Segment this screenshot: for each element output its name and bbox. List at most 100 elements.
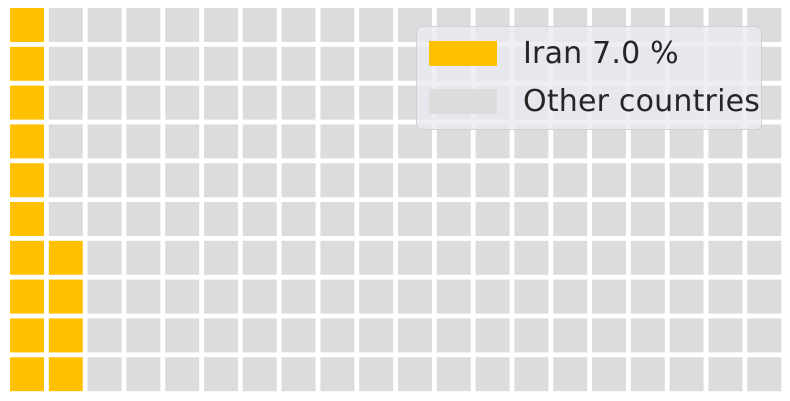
waffle-cell-other [48,8,83,42]
waffle-cell-other [669,318,704,353]
waffle-cell-other [553,163,588,198]
waffle-cell-other [281,240,316,275]
waffle-cell-other [592,240,626,275]
waffle-cell-other [359,279,394,314]
waffle-cell-other [165,85,200,120]
waffle-cell-other [242,240,277,275]
waffle-cell-other [359,240,394,275]
waffle-cell-iran [48,318,83,353]
waffle-cell-other [242,8,277,42]
waffle-cell-other [281,279,316,314]
waffle-cell-iran [10,46,44,81]
waffle-cell-other [436,318,471,353]
waffle-cell-other [359,8,394,42]
waffle-cell-other [630,357,665,392]
waffle-cell-other [592,163,626,198]
waffle-cell-other [48,202,83,236]
waffle-cell-other [165,279,200,314]
waffle-cell-other [165,357,200,392]
waffle-cell-other [204,124,238,159]
waffle-cell-other [475,202,510,236]
waffle-cell-other [553,202,588,236]
waffle-cell-other [592,357,626,392]
waffle-cell-iran [10,318,44,353]
waffle-cell-iran [48,240,83,275]
waffle-cell-other [436,163,471,198]
waffle-cell-other [48,124,83,159]
waffle-cell-other [398,163,432,198]
waffle-cell-other [398,124,432,159]
waffle-cell-other [398,318,432,353]
waffle-cell-other [514,357,549,392]
waffle-cell-other [514,124,549,159]
waffle-cell-iran [10,357,44,392]
waffle-cell-other [475,279,510,314]
waffle-cell-other [320,163,355,198]
waffle-cell-iran [10,163,44,198]
waffle-cell-other [87,357,122,392]
waffle-cell-other [320,318,355,353]
waffle-cell-other [630,240,665,275]
waffle-cell-other [708,240,743,275]
waffle-cell-other [669,163,704,198]
waffle-cell-other [708,279,743,314]
waffle-cell-iran [10,124,44,159]
waffle-cell-other [204,279,238,314]
waffle-cell-other [281,202,316,236]
waffle-cell-other [281,46,316,81]
waffle-cell-other [398,279,432,314]
waffle-cell-other [436,202,471,236]
waffle-cell-other [359,46,394,81]
waffle-cell-other [242,124,277,159]
waffle-cell-other [87,8,122,42]
waffle-cell-other [398,357,432,392]
waffle-cell-other [553,318,588,353]
waffle-cell-other [87,279,122,314]
waffle-cell-other [747,202,782,236]
waffle-cell-other [436,124,471,159]
waffle-cell-other [204,318,238,353]
waffle-cell-other [436,279,471,314]
waffle-cell-other [126,357,161,392]
waffle-cell-other [320,357,355,392]
waffle-cell-other [592,318,626,353]
waffle-cell-other [165,124,200,159]
waffle-cell-other [204,240,238,275]
waffle-cell-other [48,163,83,198]
waffle-cell-other [592,279,626,314]
waffle-cell-other [87,318,122,353]
waffle-cell-iran [10,240,44,275]
legend-label-iran: Iran 7.0 % [523,35,679,71]
waffle-cell-other [708,163,743,198]
waffle-cell-other [320,202,355,236]
waffle-cell-other [87,46,122,81]
waffle-cell-other [553,240,588,275]
waffle-cell-other [669,240,704,275]
waffle-cell-other [553,124,588,159]
waffle-cell-other [281,318,316,353]
waffle-cell-other [126,240,161,275]
waffle-cell-other [242,163,277,198]
waffle-cell-other [359,85,394,120]
waffle-cell-other [242,318,277,353]
waffle-cell-other [669,202,704,236]
waffle-cell-other [630,163,665,198]
waffle-cell-iran [10,85,44,120]
waffle-cell-other [126,85,161,120]
waffle-cell-other [165,318,200,353]
legend-swatch-iran [429,40,497,66]
waffle-cell-other [669,279,704,314]
waffle-cell-other [553,279,588,314]
waffle-cell-other [320,46,355,81]
waffle-cell-other [204,46,238,81]
waffle-cell-other [204,202,238,236]
waffle-cell-other [281,85,316,120]
waffle-cell-other [398,240,432,275]
waffle-cell-other [747,318,782,353]
waffle-cell-other [475,357,510,392]
waffle-cell-other [747,163,782,198]
waffle-cell-other [204,163,238,198]
waffle-cell-other [87,240,122,275]
waffle-cell-other [708,357,743,392]
waffle-cell-other [669,124,704,159]
